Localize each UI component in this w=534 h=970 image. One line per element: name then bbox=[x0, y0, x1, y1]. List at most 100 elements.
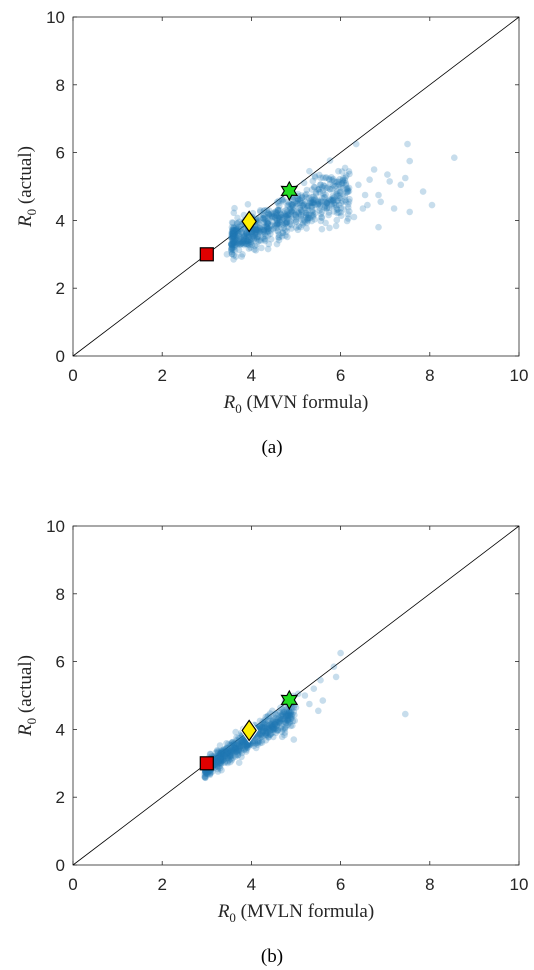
data-point bbox=[265, 725, 273, 732]
data-point bbox=[219, 749, 226, 757]
data-point bbox=[282, 220, 290, 227]
data-point bbox=[258, 729, 266, 737]
data-point bbox=[346, 208, 353, 215]
data-point bbox=[282, 232, 289, 239]
data-point bbox=[337, 649, 344, 657]
square-marker bbox=[199, 756, 214, 771]
data-point bbox=[375, 191, 382, 199]
data-point bbox=[234, 240, 242, 248]
data-point bbox=[317, 181, 324, 189]
data-point bbox=[305, 194, 313, 202]
data-point bbox=[275, 717, 283, 725]
data-point bbox=[328, 202, 336, 210]
data-point bbox=[323, 200, 330, 207]
data-point bbox=[232, 241, 239, 249]
data-point bbox=[232, 234, 240, 242]
data-point bbox=[317, 217, 325, 225]
data-point bbox=[284, 212, 291, 219]
data-point bbox=[213, 747, 221, 754]
data-point bbox=[299, 219, 307, 227]
data-point bbox=[261, 235, 269, 243]
data-point bbox=[230, 744, 238, 751]
data-point bbox=[229, 226, 236, 233]
data-point bbox=[298, 194, 306, 201]
data-point bbox=[336, 176, 343, 183]
data-point bbox=[336, 194, 344, 202]
data-point bbox=[314, 186, 322, 193]
data-point bbox=[245, 231, 253, 238]
data-point bbox=[217, 757, 225, 765]
data-point bbox=[311, 216, 319, 223]
data-point bbox=[267, 210, 274, 218]
data-point bbox=[237, 234, 244, 241]
data-point bbox=[339, 190, 347, 198]
data-point bbox=[263, 228, 271, 236]
data-point bbox=[289, 717, 297, 725]
data-point bbox=[265, 734, 272, 741]
data-point bbox=[252, 226, 260, 233]
data-point bbox=[213, 756, 221, 763]
data-point bbox=[232, 728, 239, 736]
data-point bbox=[284, 716, 291, 724]
data-point bbox=[206, 771, 214, 779]
data-point bbox=[267, 235, 275, 243]
data-point bbox=[310, 196, 318, 204]
data-point bbox=[345, 184, 353, 192]
data-point bbox=[254, 739, 262, 746]
data-point bbox=[264, 209, 271, 216]
data-point bbox=[240, 739, 247, 746]
data-point bbox=[419, 188, 427, 195]
data-point bbox=[264, 220, 272, 227]
data-point bbox=[279, 710, 286, 717]
data-point bbox=[265, 725, 273, 733]
data-point bbox=[228, 242, 236, 249]
data-point bbox=[243, 231, 251, 239]
data-point bbox=[229, 747, 237, 755]
data-point bbox=[323, 174, 330, 181]
square-marker bbox=[199, 247, 214, 262]
data-point bbox=[240, 231, 247, 239]
data-point bbox=[253, 739, 261, 746]
data-point bbox=[223, 749, 230, 757]
data-point bbox=[279, 706, 286, 713]
data-point bbox=[214, 748, 222, 755]
data-point bbox=[219, 751, 227, 758]
data-point bbox=[288, 225, 295, 232]
data-point bbox=[224, 749, 232, 757]
data-point bbox=[292, 213, 300, 221]
data-point bbox=[215, 757, 222, 764]
data-point bbox=[330, 196, 337, 204]
data-point bbox=[201, 769, 209, 776]
data-point bbox=[284, 717, 291, 724]
data-point bbox=[337, 184, 344, 191]
data-point bbox=[278, 728, 286, 735]
y-tick-label: 8 bbox=[56, 585, 65, 604]
data-point bbox=[304, 214, 312, 222]
data-point bbox=[314, 198, 322, 206]
data-point bbox=[292, 211, 300, 218]
data-point bbox=[297, 212, 305, 220]
data-point bbox=[319, 697, 327, 704]
data-point bbox=[259, 214, 267, 222]
data-point bbox=[352, 140, 360, 148]
data-point bbox=[217, 749, 224, 757]
data-point bbox=[287, 708, 295, 716]
data-point bbox=[308, 193, 315, 201]
data-point bbox=[235, 734, 242, 742]
data-point bbox=[261, 216, 269, 223]
data-point bbox=[281, 210, 289, 217]
data-point bbox=[284, 208, 291, 216]
data-point bbox=[327, 196, 334, 203]
x-tick-label: 10 bbox=[510, 366, 529, 385]
data-point bbox=[268, 212, 276, 220]
data-point bbox=[308, 186, 316, 193]
data-point bbox=[241, 238, 248, 245]
data-point bbox=[377, 198, 385, 206]
x-tick-label: 6 bbox=[336, 366, 345, 385]
data-point bbox=[281, 724, 289, 731]
data-point bbox=[304, 203, 311, 210]
data-point bbox=[317, 198, 325, 205]
data-point bbox=[279, 229, 287, 237]
data-point bbox=[303, 209, 310, 217]
data-point bbox=[264, 245, 272, 253]
